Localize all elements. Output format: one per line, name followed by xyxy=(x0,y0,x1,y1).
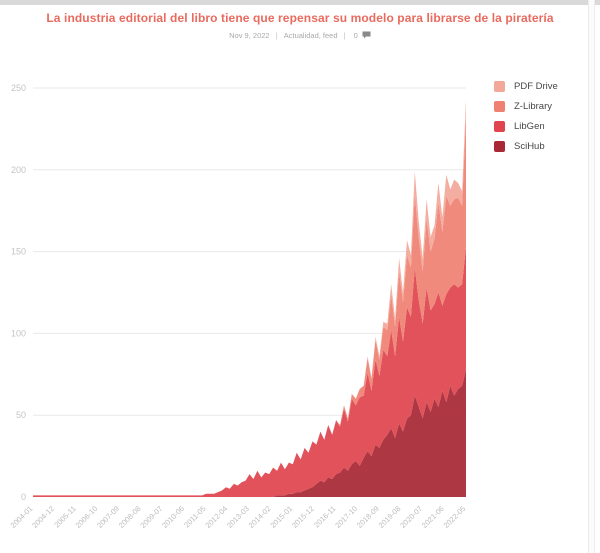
x-tick-label: 2009-07 xyxy=(138,504,164,530)
post-date: Nov 9, 2022 xyxy=(229,31,270,40)
x-tick-label: 2018-09 xyxy=(355,504,381,530)
chart-legend: PDF Drive Z-Library LibGen SciHub xyxy=(494,81,558,161)
x-tick-label: 2006-10 xyxy=(74,504,100,530)
legend-swatch xyxy=(494,101,505,112)
y-tick-label: 250 xyxy=(11,83,26,93)
x-tick-label: 2016-11 xyxy=(312,504,337,529)
x-tick-label: 2022-05 xyxy=(442,504,468,530)
page-scrollbar[interactable] xyxy=(588,0,595,553)
legend-label: SciHub xyxy=(514,141,545,152)
post-meta: Nov 9, 2022 | Actualidad, feed | 0 xyxy=(0,31,600,40)
x-tick-label: 2015-12 xyxy=(290,504,316,530)
x-tick-label: 2017-10 xyxy=(333,504,359,530)
legend-item-scihub: SciHub xyxy=(494,141,558,152)
y-tick-label: 50 xyxy=(16,410,26,420)
x-tick-label: 2019-08 xyxy=(377,504,403,530)
y-tick-label: 0 xyxy=(21,492,26,502)
x-tick-label: 2011-05 xyxy=(182,504,207,529)
x-tick-label: 2004-12 xyxy=(30,504,56,530)
legend-label: LibGen xyxy=(514,121,545,132)
meta-separator: | xyxy=(343,31,346,40)
post-title-link[interactable]: La industria editorial del libro tiene q… xyxy=(46,11,554,25)
legend-swatch xyxy=(494,141,505,152)
x-tick-label: 2005-11 xyxy=(52,504,77,529)
x-tick-label: 2012-04 xyxy=(203,504,229,530)
legend-item-pdf-drive: PDF Drive xyxy=(494,81,558,92)
x-tick-label: 2008-08 xyxy=(117,504,143,530)
legend-label: PDF Drive xyxy=(514,81,558,92)
legend-swatch xyxy=(494,81,505,92)
legend-item-z-library: Z-Library xyxy=(494,101,558,112)
area-libgen xyxy=(33,246,466,497)
comment-icon xyxy=(362,31,371,39)
area-z-library xyxy=(33,115,466,496)
legend-swatch xyxy=(494,121,505,132)
y-tick-label: 100 xyxy=(11,328,26,338)
post-categories-link[interactable]: Actualidad, feed xyxy=(283,31,338,40)
x-tick-label: 2013-03 xyxy=(225,504,251,530)
meta-separator: | xyxy=(275,31,278,40)
piracy-traffic-chart: 0 50 100 150 200 250 2004-01 2004-12 2005-11 2006… xyxy=(0,70,600,553)
x-tick-label: 2007-09 xyxy=(95,504,121,530)
x-tick-label: 2015-01 xyxy=(268,504,294,530)
x-tick-label: 2021-06 xyxy=(420,504,446,530)
legend-item-libgen: LibGen xyxy=(494,121,558,132)
area-scihub xyxy=(33,369,466,497)
y-tick-label: 150 xyxy=(11,247,26,257)
x-tick-label: 2014-02 xyxy=(247,504,273,530)
x-tick-label: 2010-06 xyxy=(160,504,186,530)
y-tick-label: 200 xyxy=(11,165,26,175)
stacked-area-chart: 0 50 100 150 200 250 2004-012004-122005-112006… xyxy=(9,83,468,530)
legend-label: Z-Library xyxy=(514,101,553,112)
x-tick-label: 2020-07 xyxy=(398,504,424,530)
top-border xyxy=(0,0,600,5)
x-tick-label: 2004-01 xyxy=(9,504,35,530)
comments-count-link[interactable]: 0 xyxy=(352,31,371,40)
